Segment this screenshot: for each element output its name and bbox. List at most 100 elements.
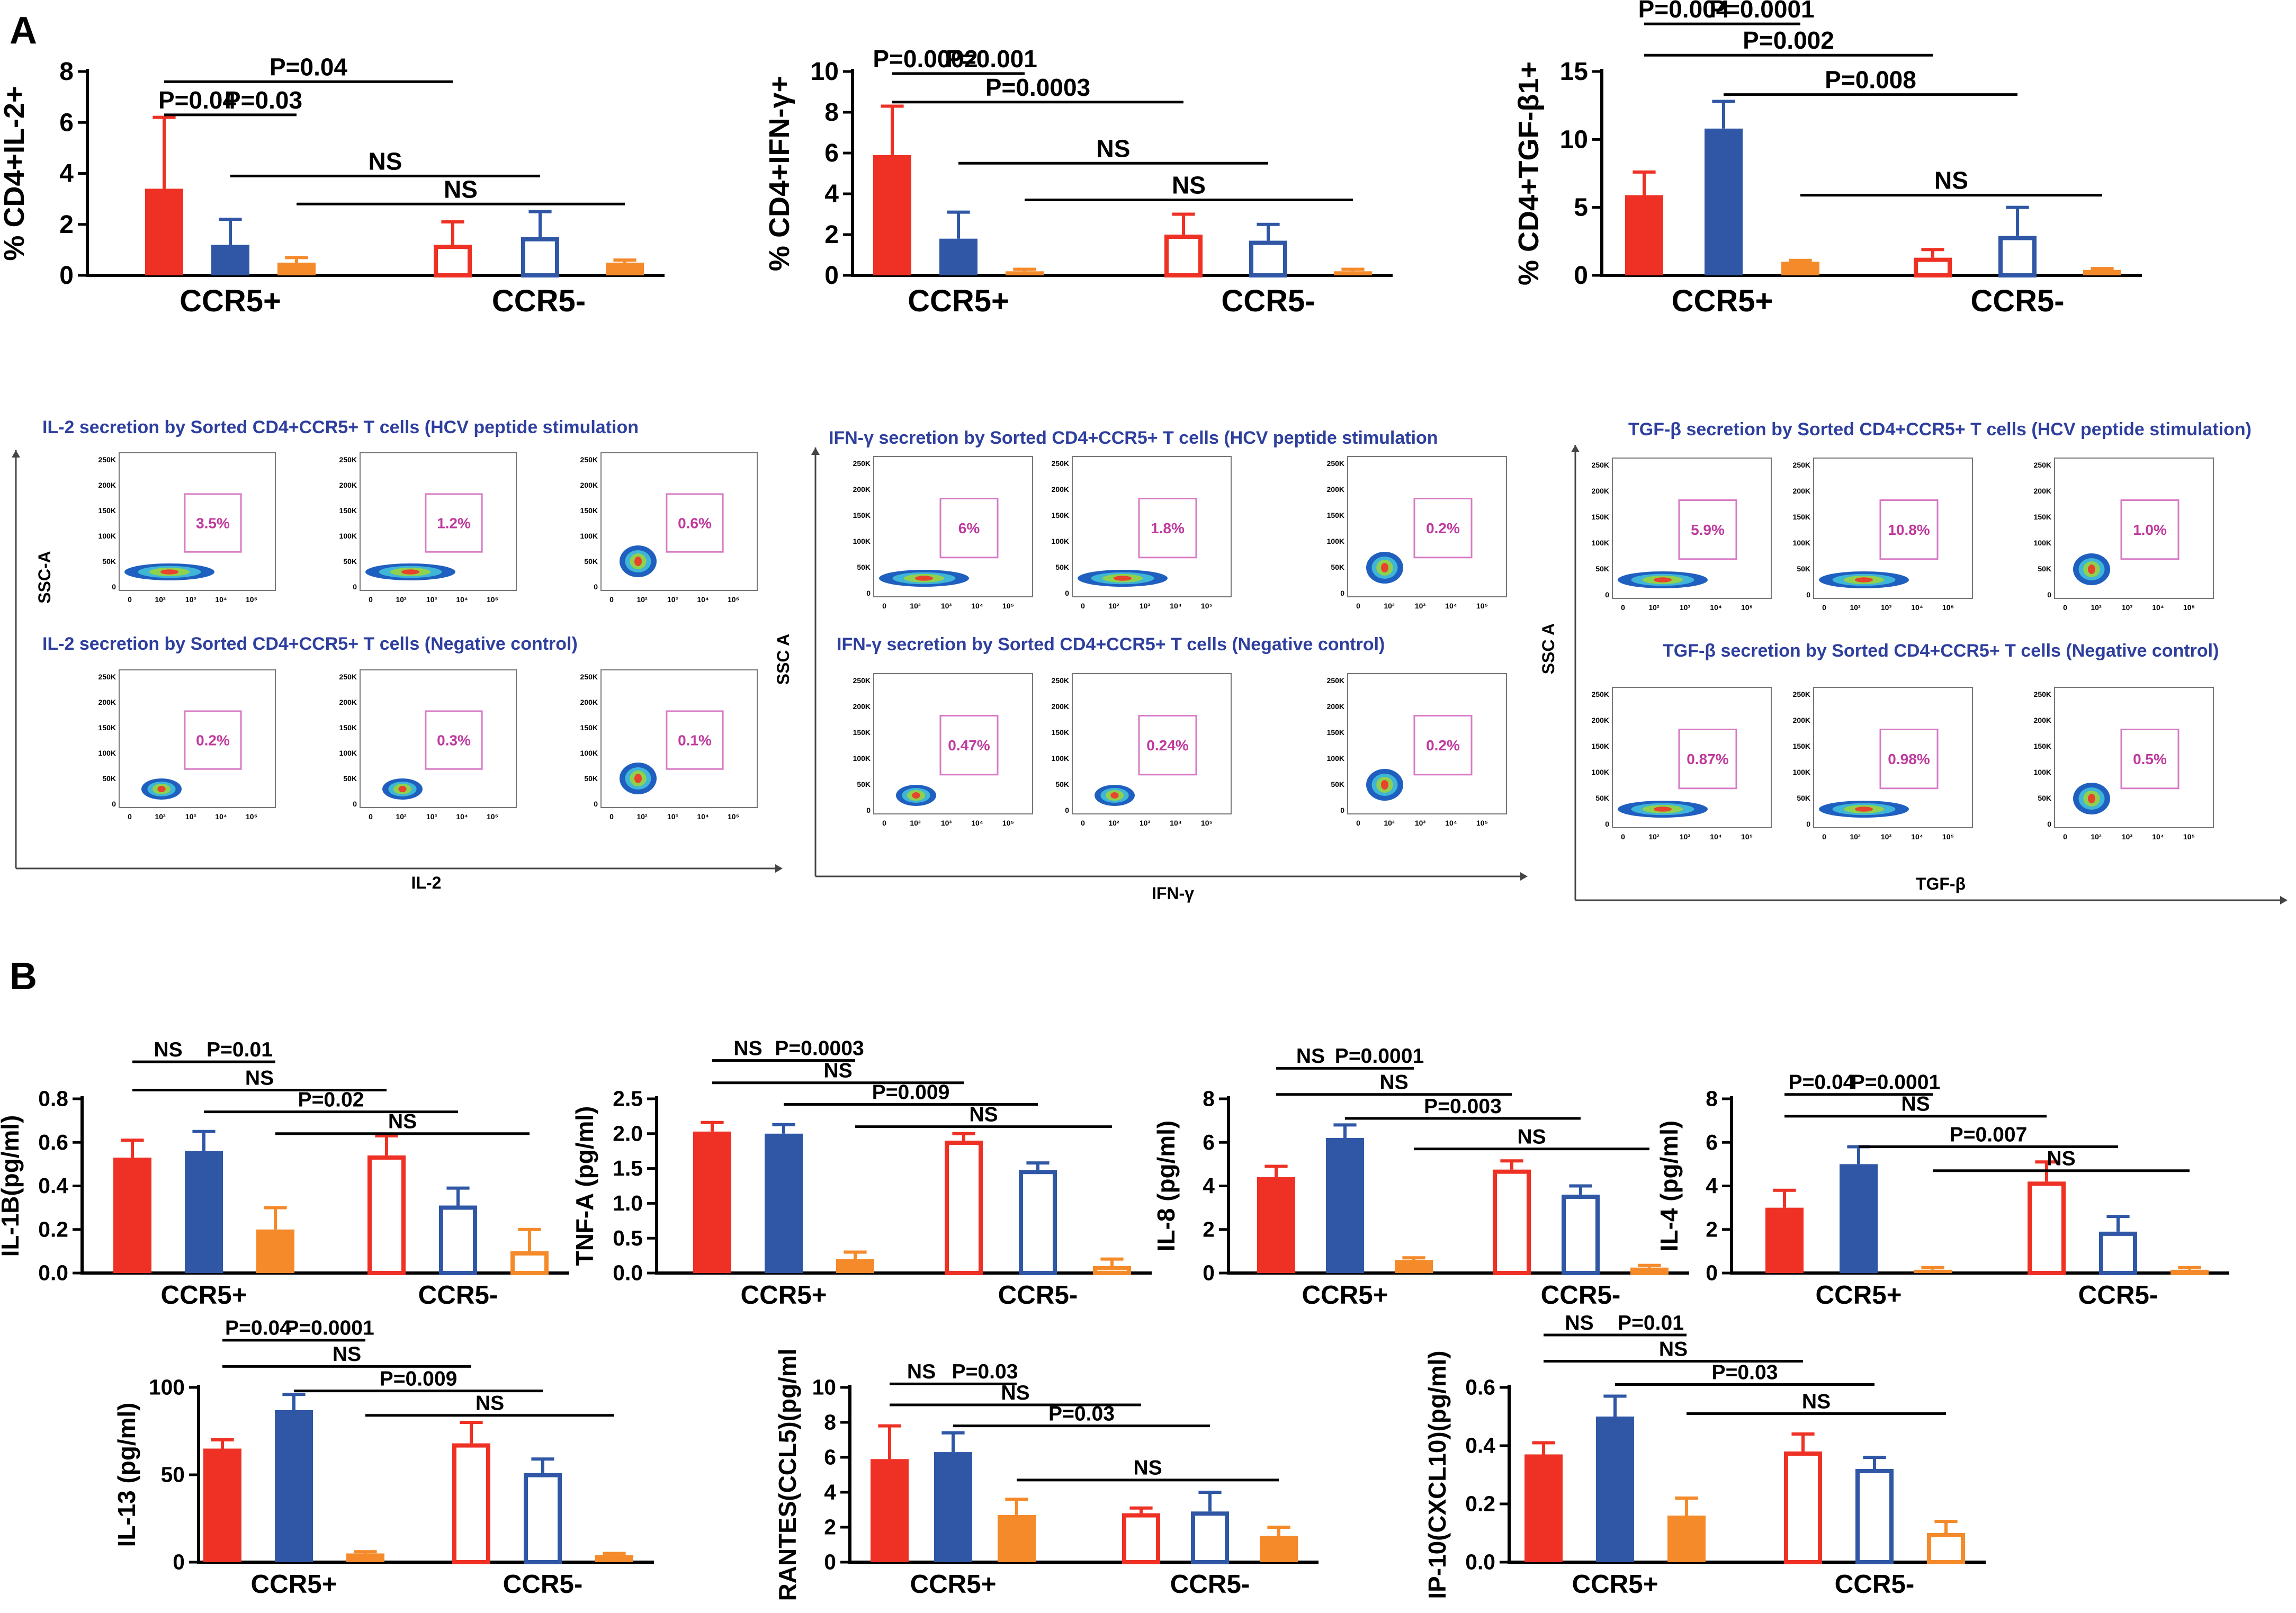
flow-y-tick: 50K — [1055, 563, 1069, 571]
population-core — [1114, 576, 1132, 581]
dot-plot: 250K 200K 150K 100K 50K 0 0 10² 10³ 10⁴ 10⁵ 3.5% — [98, 452, 276, 604]
flow-y-tick: 200K — [1327, 485, 1344, 494]
flow-y-tick: 150K — [1327, 728, 1344, 737]
flow-y-tick: 0 — [1065, 806, 1069, 814]
flow-x-tick: 10³ — [667, 595, 678, 604]
flow-y-tick: 250K — [1592, 461, 1609, 469]
significance-label: NS — [1097, 135, 1131, 162]
bar — [346, 1553, 384, 1562]
significance-label: NS — [1517, 1125, 1546, 1148]
y-axis-label: IL-13 (pg/ml) — [113, 1403, 140, 1547]
population-core — [915, 576, 933, 581]
bar — [203, 1448, 241, 1562]
flow-x-tick: 10² — [1384, 819, 1395, 827]
significance-label: P=0.001 — [946, 45, 1037, 73]
gate-box — [1678, 729, 1737, 790]
flow-x-tick: 0 — [1081, 602, 1085, 610]
bar — [113, 1158, 151, 1273]
y-tick-label: 2 — [824, 1515, 836, 1539]
y-tick-label: 0.8 — [38, 1087, 68, 1111]
gate-percentage: 6% — [958, 520, 980, 536]
y-tick-label: 8 — [1706, 1087, 1718, 1111]
flow-x-tick: 10³ — [2122, 832, 2133, 841]
flow-x-tick: 10⁴ — [1445, 819, 1457, 827]
flow-title-control: IFN-γ secretion by Sorted CD4+CCR5+ T ce… — [837, 634, 1385, 655]
flow-x-tick: 0 — [882, 602, 886, 610]
gate-percentage: 1.0% — [2133, 522, 2167, 538]
population-core — [401, 569, 419, 575]
flow-x-tick: 10⁴ — [971, 819, 983, 827]
flow-y-tick: 50K — [857, 780, 871, 788]
flow-y-tick: 100K — [98, 749, 116, 757]
x-category-label: CCR5- — [1835, 1570, 1915, 1599]
flow-y-tick: 250K — [2034, 690, 2051, 698]
y-axis-label: % CD4+TGF-β1+ — [1513, 61, 1545, 285]
flow-y-tick: 100K — [853, 754, 871, 763]
dot-plot: 250K 200K 150K 100K 50K 0 0 10² 10³ 10⁴ 10⁵ 6% — [853, 456, 1033, 610]
flow-y-tick: 150K — [580, 723, 598, 732]
x-category-label: CCR5- — [2078, 1280, 2158, 1310]
gate-box — [184, 493, 242, 553]
flow-x-tick: 10² — [636, 595, 648, 604]
population-core — [398, 786, 407, 792]
y-tick-label: 1.5 — [613, 1156, 643, 1180]
significance-label: P=0.003 — [1424, 1095, 1502, 1118]
y-tick-label: 0.6 — [38, 1130, 68, 1154]
flow-y-tick: 150K — [2034, 513, 2051, 521]
flow-y-tick: 250K — [580, 673, 598, 681]
bar — [606, 262, 644, 275]
flow-y-tick: 150K — [1793, 513, 1810, 521]
gate-percentage: 0.5% — [2133, 751, 2167, 767]
flow-y-tick: 150K — [339, 723, 357, 732]
flow-x-tick: 10³ — [941, 602, 952, 610]
y-tick-label: 0 — [173, 1550, 185, 1574]
panel-label-a: A — [10, 10, 37, 52]
flow-x-tick: 10² — [1108, 602, 1119, 610]
bar — [1249, 240, 1287, 277]
significance-label: NS — [1296, 1045, 1325, 1068]
flow-x-tick: 10² — [1850, 603, 1861, 612]
significance-label: P=0.0001 — [285, 1317, 374, 1340]
significance-label: P=0.0003 — [985, 74, 1090, 101]
flow-y-tick: 150K — [1327, 511, 1344, 519]
flow-x-tick: 10⁵ — [1476, 819, 1488, 827]
bar — [939, 238, 977, 275]
y-tick-label: 6 — [1203, 1130, 1215, 1154]
flow-y-tick: 200K — [98, 481, 116, 489]
significance-label: NS — [245, 1067, 274, 1089]
flow-x-tick: 0 — [2063, 832, 2067, 841]
gate-percentage: 0.3% — [437, 732, 471, 749]
flow-x-tick: 10² — [1108, 819, 1119, 827]
x-category-label: CCR5+ — [1572, 1570, 1658, 1599]
flow-y-tick: 100K — [1592, 539, 1609, 547]
flow-x-tick: 10⁴ — [697, 812, 709, 821]
bar — [945, 1140, 983, 1275]
arrow-up-icon — [1571, 445, 1580, 452]
flow-x-tick: 10⁴ — [1445, 602, 1457, 610]
population-core — [160, 569, 178, 575]
y-axis-label: % CD4+IFN-γ+ — [764, 76, 795, 271]
bar — [1395, 1260, 1433, 1273]
flow-title-control: TGF-β secretion by Sorted CD4+CCR5+ T ce… — [1663, 641, 2219, 661]
gate-percentage: 0.87% — [1687, 751, 1728, 767]
bar — [1998, 236, 2037, 278]
flow-y-tick: 100K — [98, 532, 116, 540]
flow-x-tick: 10⁵ — [1002, 602, 1014, 610]
flow-x-tick: 10² — [910, 819, 921, 827]
bar — [1164, 235, 1203, 277]
flow-x-tick: 10⁵ — [1942, 832, 1954, 841]
flow-x-tick: 0 — [882, 819, 886, 827]
flow-x-tick: 10³ — [185, 595, 196, 604]
y-tick-label: 0.4 — [38, 1173, 68, 1198]
flow-title-stimulated: TGF-β secretion by Sorted CD4+CCR5+ T ce… — [1628, 419, 2252, 440]
chart-il1b: 0.0 0.2 0.4 0.6 0.8 IL-1B(pg/ml) CCR5+ CCR5- NS P… — [0, 1038, 569, 1310]
flow-x-tick: 10⁴ — [971, 602, 983, 610]
population-core — [1381, 563, 1388, 572]
flow-x-tick: 10⁴ — [1170, 602, 1182, 610]
y-tick-label: 0.4 — [1465, 1433, 1495, 1458]
flow-y-tick: 250K — [1327, 459, 1344, 468]
flow-y-tick: 250K — [1592, 690, 1609, 698]
gate-percentage: 0.2% — [1426, 737, 1460, 754]
flow-y-tick: 0 — [353, 583, 357, 591]
flow-x-tick: 10⁵ — [1002, 819, 1014, 827]
